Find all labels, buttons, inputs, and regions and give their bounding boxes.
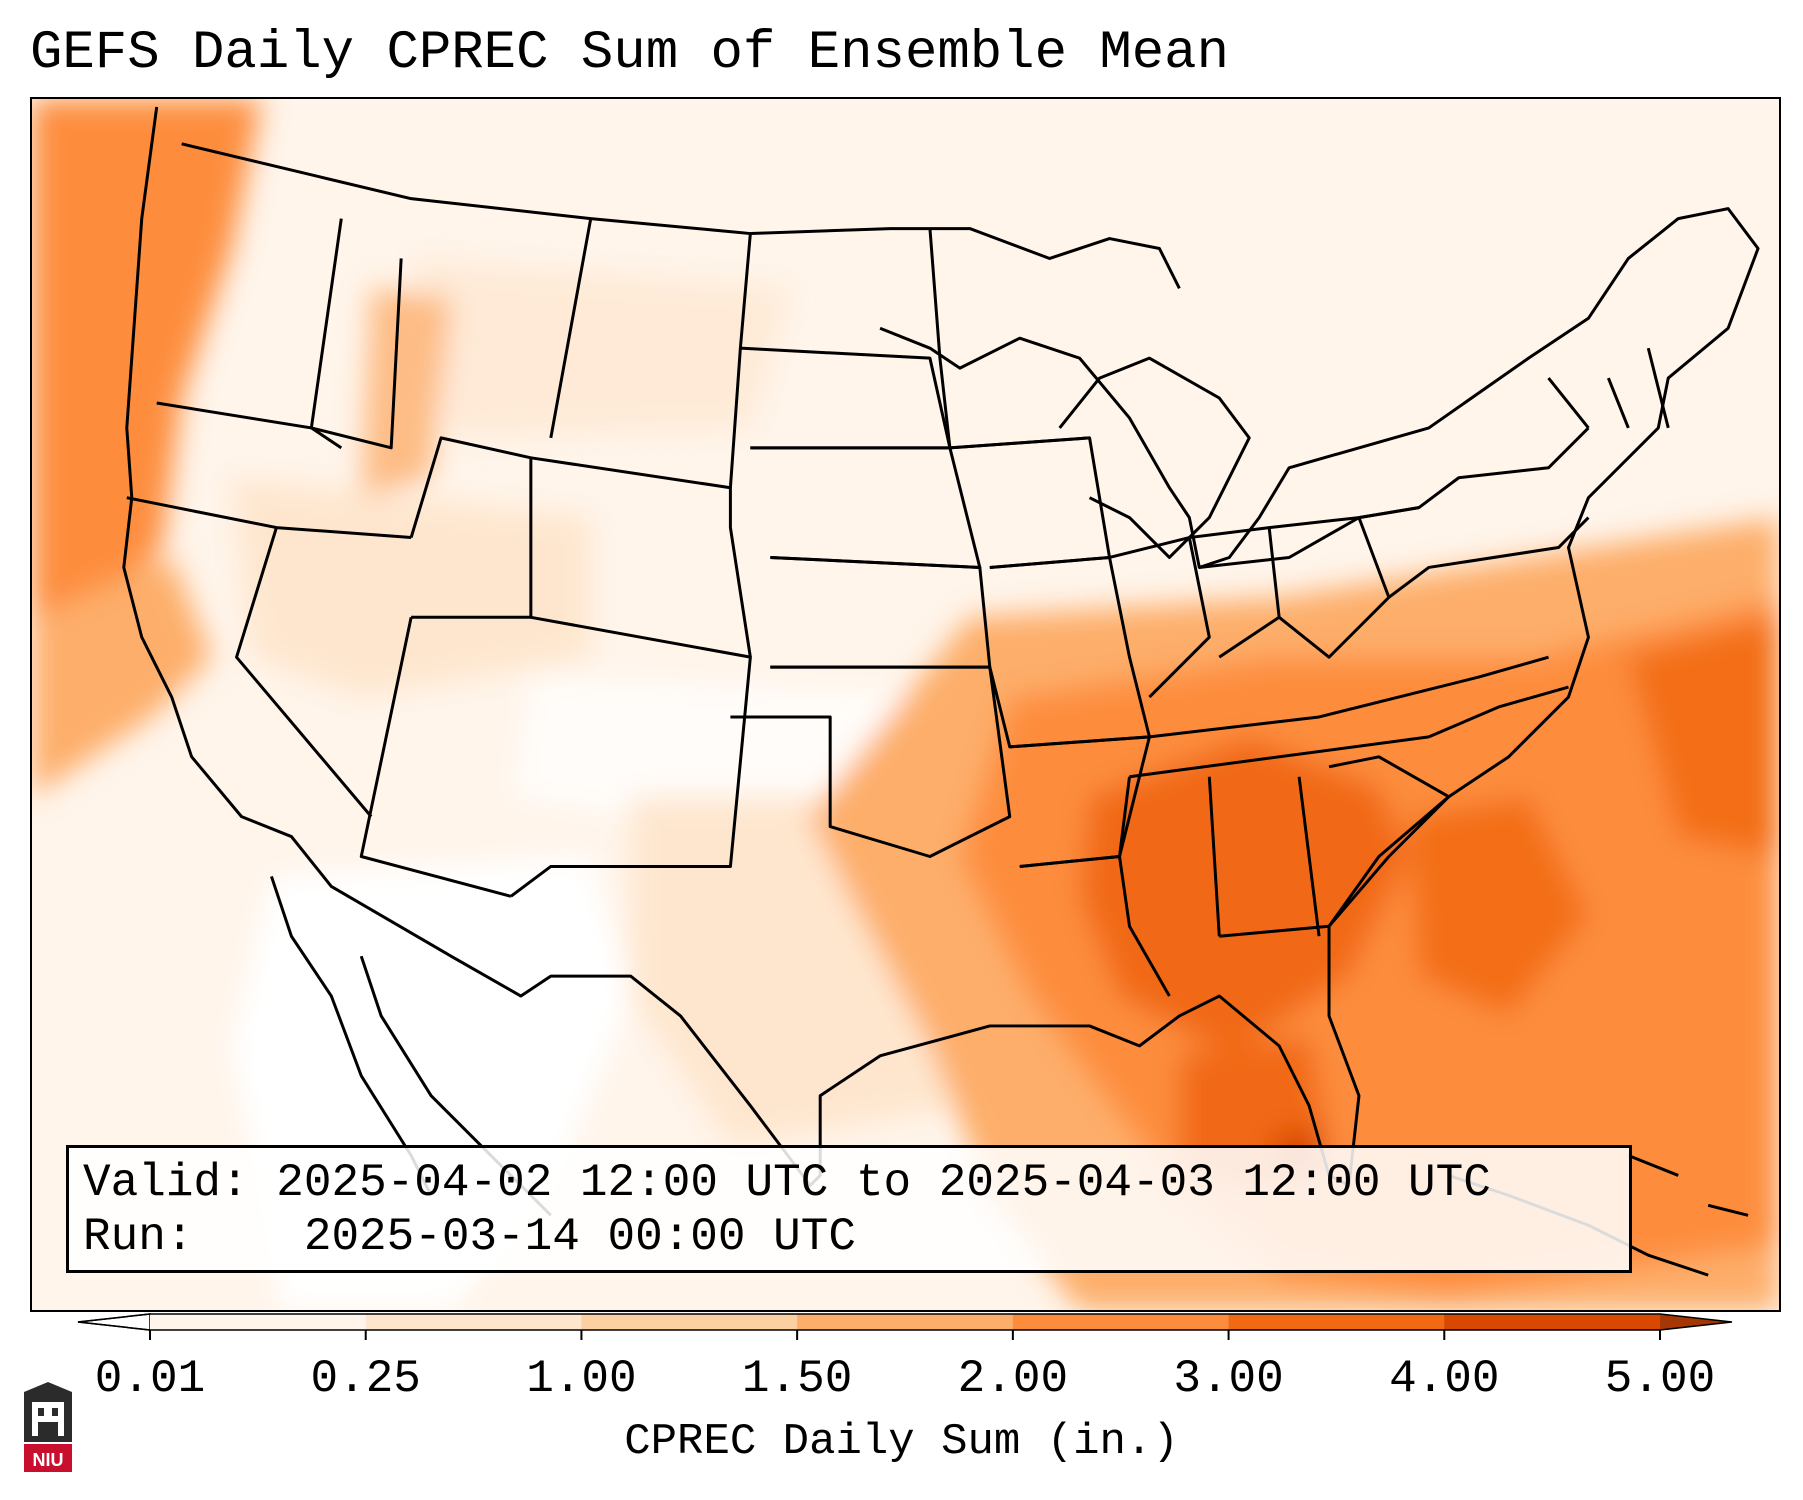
moderate-area-pacific-offshore — [32, 557, 212, 797]
colorbar-segment — [1444, 1314, 1661, 1330]
us-outline — [122, 106, 1760, 1187]
light-area-northern-rockies — [411, 258, 791, 438]
colorbar-segment — [797, 1314, 1014, 1330]
great-lakes-shoreline — [1058, 356, 1251, 559]
border-indiana — [1189, 526, 1281, 659]
colorbar-over-triangle — [1660, 1314, 1732, 1330]
colorbar-ticks — [149, 1330, 1661, 1340]
colorbar-segment — [1228, 1314, 1445, 1330]
colorbar-tick-label: 3.00 — [1173, 1353, 1284, 1405]
border-ca-nv — [235, 527, 373, 818]
border-arizona — [359, 616, 512, 898]
border-new-england — [1547, 347, 1670, 429]
valid-label: Valid: — [83, 1157, 249, 1209]
map-title: GEFS Daily CPREC Sum of Ensemble Mean — [30, 23, 1229, 84]
colorbar-segment — [581, 1314, 798, 1330]
border-new-york — [1358, 426, 1590, 520]
border-tennessee-south — [1129, 735, 1429, 779]
colorbar-segment — [150, 1314, 367, 1330]
border-wyoming-colorado — [530, 456, 752, 658]
niu-logo: NIU — [24, 1382, 72, 1472]
colorbar-tick-label: 1.00 — [526, 1353, 637, 1405]
colorbar-segment — [365, 1314, 582, 1330]
border-new-mexico — [510, 615, 752, 898]
colorbar-segments — [77, 1313, 1733, 1331]
logo-text: NIU — [33, 1450, 64, 1470]
very-heavy-area-atlantic — [1628, 617, 1779, 857]
light-area-great-basin — [231, 477, 591, 698]
colorbar-tick-label: 2.00 — [957, 1353, 1069, 1405]
border-south-carolina — [1327, 755, 1451, 928]
colorbar-under-triangle — [77, 1313, 151, 1331]
very-heavy-area-carolinas — [1408, 796, 1589, 1016]
colorbar-tick-label: 0.01 — [94, 1353, 206, 1405]
border-louisiana — [1019, 855, 1171, 997]
colorbar-label: CPREC Daily Sum (in.) — [624, 1417, 1179, 1467]
border-idaho — [309, 218, 403, 450]
border-tennessee-north — [1149, 655, 1549, 739]
border-illinois — [1109, 536, 1211, 699]
very-heavy-area-gulf-states — [1079, 736, 1409, 1056]
border-missouri — [988, 555, 1151, 749]
precip-shading — [32, 99, 1779, 1310]
valid-value: 2025-04-02 12:00 UTC to 2025-04-03 12:00… — [276, 1157, 1491, 1209]
run-row: Run: 2025-03-14 00:00 UTC — [83, 1210, 1615, 1264]
heavy-area-pacific-nw — [32, 99, 262, 638]
border-ms-al-ga — [1118, 776, 1330, 938]
colorbar — [77, 1313, 1733, 1340]
border-pennsylvania — [1387, 516, 1590, 599]
map-canvas — [32, 99, 1779, 1310]
valid-run-info-box: Valid: 2025-04-02 12:00 UTC to 2025-04-0… — [66, 1145, 1632, 1273]
border-north-dakota — [728, 233, 752, 488]
border-north-carolina — [1428, 685, 1569, 739]
colorbar-tick-label: 1.50 — [741, 1353, 853, 1405]
border-montana — [549, 218, 593, 439]
state-boundaries — [122, 106, 1760, 1277]
colorbar-segment — [1012, 1314, 1230, 1330]
valid-row: Valid: 2025-04-02 12:00 UTC to 2025-04-0… — [83, 1156, 1615, 1210]
colorbar-tick-label: 5.00 — [1604, 1353, 1716, 1405]
colorbar-tick-label: 4.00 — [1389, 1353, 1500, 1405]
colorbar-tick-label: 0.25 — [310, 1353, 421, 1405]
run-label: Run: — [83, 1211, 194, 1263]
bahamas-outline — [1627, 1154, 1749, 1217]
precipitation-map — [30, 97, 1781, 1312]
run-value: 2025-03-14 00:00 UTC — [303, 1211, 856, 1263]
